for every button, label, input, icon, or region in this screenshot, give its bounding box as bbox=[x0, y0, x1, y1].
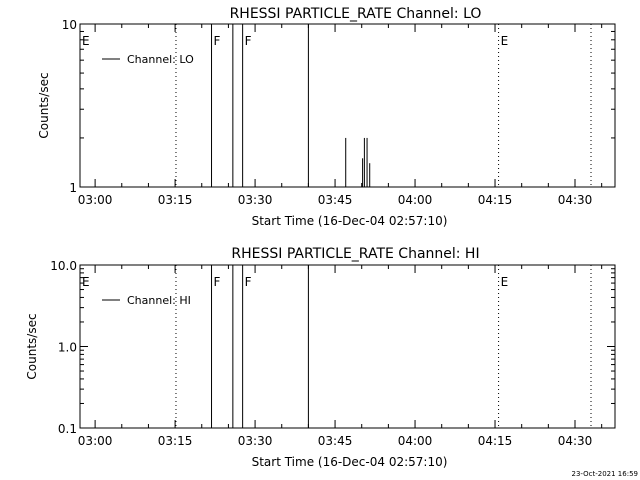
y-tick-label: 10.0 bbox=[50, 259, 77, 273]
x-tick-label: 04:00 bbox=[398, 193, 433, 207]
x-tick-label: 03:30 bbox=[238, 193, 273, 207]
event-flag-label: F bbox=[214, 275, 221, 289]
event-flag-label: E bbox=[82, 275, 90, 289]
y-tick-label: 0.1 bbox=[58, 422, 77, 436]
chart-title: RHESSI PARTICLE_RATE Channel: LO bbox=[230, 6, 482, 22]
plot-frame bbox=[79, 23, 616, 188]
legend-label: Channel: LO bbox=[127, 53, 194, 66]
event-flag-label: F bbox=[214, 34, 221, 48]
x-tick-label: 03:15 bbox=[158, 434, 193, 448]
x-axis-label: Start Time (16-Dec-04 02:57:10) bbox=[252, 455, 448, 469]
x-tick-label: 04:15 bbox=[478, 434, 513, 448]
event-flag-label: F bbox=[245, 34, 252, 48]
generation-timestamp: 23-Oct-2021 16:59 bbox=[572, 470, 638, 478]
event-flag-label: E bbox=[82, 34, 90, 48]
x-tick-label: 03:45 bbox=[318, 193, 353, 207]
y-tick-label: 10 bbox=[62, 18, 77, 32]
x-tick-label: 03:00 bbox=[78, 434, 113, 448]
y-axis-label: Counts/sec bbox=[25, 313, 39, 379]
x-tick-label: 03:15 bbox=[158, 193, 193, 207]
x-tick-label: 04:00 bbox=[398, 434, 433, 448]
event-flag-label: E bbox=[501, 34, 509, 48]
x-tick-label: 04:30 bbox=[558, 434, 593, 448]
x-tick-label: 03:00 bbox=[78, 193, 113, 207]
legend-label: Channel: HI bbox=[127, 294, 191, 307]
x-tick-label: 03:30 bbox=[238, 434, 273, 448]
event-flag-label: F bbox=[245, 275, 252, 289]
y-tick-label: 1.0 bbox=[58, 341, 77, 355]
event-flag-label: E bbox=[501, 275, 509, 289]
panel-hi: RHESSI PARTICLE_RATE Channel: HI Start Ti… bbox=[25, 246, 616, 469]
x-axis-label: Start Time (16-Dec-04 02:57:10) bbox=[252, 214, 448, 228]
y-axis-label: Counts/sec bbox=[37, 72, 51, 138]
x-tick-label: 04:15 bbox=[478, 193, 513, 207]
plot-frame bbox=[79, 264, 616, 429]
panel-lo: RHESSI PARTICLE_RATE Channel: LO Start Ti… bbox=[37, 6, 616, 228]
chart-title: RHESSI PARTICLE_RATE Channel: HI bbox=[231, 246, 479, 262]
x-tick-label: 04:30 bbox=[558, 193, 593, 207]
x-tick-label: 03:45 bbox=[318, 434, 353, 448]
y-tick-label: 1 bbox=[69, 181, 77, 195]
